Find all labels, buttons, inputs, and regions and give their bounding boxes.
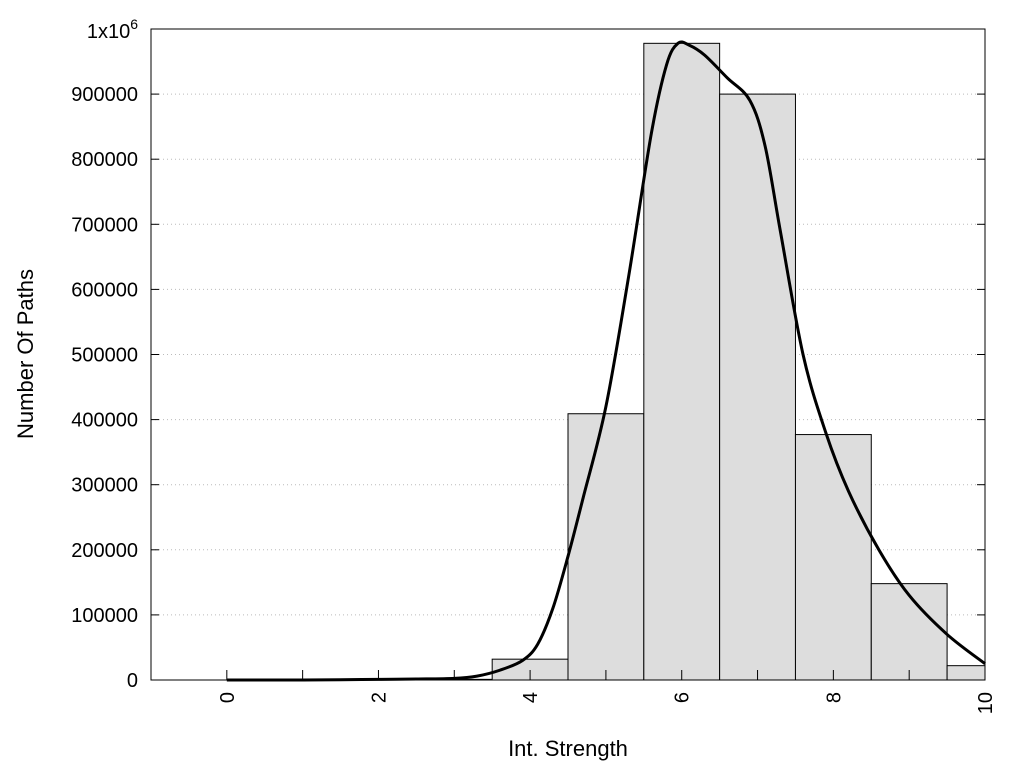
y-axis-title: Number Of Paths [13, 269, 38, 439]
x-tick-label: 10 [975, 692, 997, 714]
y-tick-label: 300000 [71, 475, 138, 497]
y-tick-label: 500000 [71, 345, 138, 367]
y-tick-label: 700000 [71, 214, 138, 236]
y-tick-label: 400000 [71, 410, 138, 432]
x-tick-label: 6 [672, 692, 694, 703]
y-tick-label: 100000 [71, 605, 138, 627]
bar [643, 42, 721, 681]
x-tick-label: 4 [520, 692, 542, 703]
bar [870, 583, 948, 681]
x-tick-label: 8 [823, 692, 845, 703]
x-tick-label: 2 [368, 692, 390, 703]
y-tick-label: 800000 [71, 149, 138, 171]
y-tick-label: 200000 [71, 540, 138, 562]
y-top-tick-label: 1x106 [87, 16, 138, 43]
x-axis-title: Int. Strength [508, 736, 628, 761]
fit-curve [226, 40, 986, 682]
bar [794, 434, 872, 681]
y-axis: 0 100000 200000 300000 400000 500000 600000 700… [71, 84, 985, 692]
y-tick-label: 900000 [71, 84, 138, 106]
y-tick-label: 0 [127, 670, 138, 692]
bars [340, 42, 986, 681]
x-tick-label: 0 [217, 692, 239, 703]
x-axis: 0 2 4 6 8 10 [217, 670, 997, 714]
y-tick-label: 600000 [71, 279, 138, 301]
bar [946, 665, 986, 681]
bar [567, 413, 645, 681]
bar [719, 93, 796, 681]
